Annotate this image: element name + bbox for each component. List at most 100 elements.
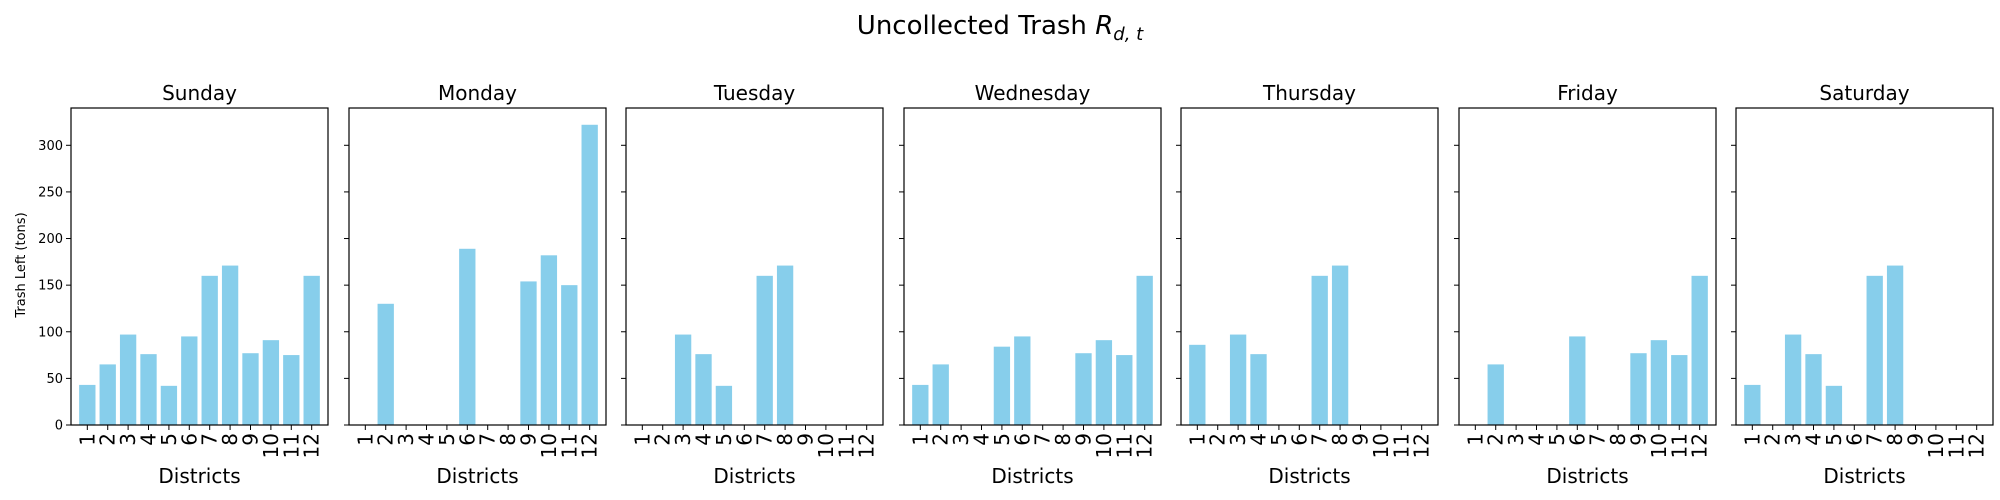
x-tick-label: 8: [1051, 433, 1075, 446]
bar-monday-12: [581, 124, 598, 425]
panels: 050100150200250300123456789101112SundayD…: [38, 81, 1994, 488]
x-axis-label: Districts: [436, 464, 518, 488]
x-tick-label: 12: [855, 433, 879, 458]
x-tick-label: 2: [1206, 433, 1230, 446]
bar-thursday-1: [1189, 344, 1206, 425]
panel-title: Wednesday: [975, 81, 1091, 105]
bar-tuesday-7: [756, 275, 773, 425]
x-tick-label: 1: [75, 433, 99, 446]
x-tick-label: 12: [1965, 433, 1989, 458]
panel-title: Thursday: [1262, 81, 1356, 105]
x-tick-label: 7: [1863, 433, 1887, 446]
bar-saturday-8: [1886, 265, 1904, 425]
x-tick-label: 9: [793, 433, 817, 446]
x-tick-label: 4: [1802, 433, 1826, 446]
x-tick-label: 2: [374, 433, 398, 446]
x-tick-label: 3: [671, 433, 695, 446]
bar-thursday-4: [1250, 354, 1267, 425]
x-tick-label: 5: [435, 433, 459, 446]
panel-frame: [1180, 107, 1439, 426]
panel-title: Friday: [1557, 81, 1618, 105]
x-tick-label: 7: [753, 433, 777, 446]
x-tick-label: 11: [1389, 433, 1413, 458]
x-tick-label: 7: [1031, 433, 1055, 446]
x-tick-label: 1: [908, 433, 932, 446]
bar-thursday-7: [1311, 275, 1328, 425]
x-tick-label: 6: [732, 433, 756, 446]
x-tick-label: 11: [557, 433, 581, 458]
bar-sunday-9: [242, 353, 259, 425]
x-tick-label: 6: [177, 433, 201, 446]
x-tick-label: 1: [630, 433, 654, 446]
x-tick-label: 9: [1348, 433, 1372, 446]
x-tick-label: 3: [116, 433, 140, 446]
x-tick-label: 1: [353, 433, 377, 446]
x-axis-label: Districts: [991, 464, 1073, 488]
x-tick-label: 5: [157, 433, 181, 446]
x-tick-label: 6: [1287, 433, 1311, 446]
x-tick-label: 9: [238, 433, 262, 446]
x-tick-label: 4: [692, 433, 716, 446]
bar-tuesday-5: [715, 385, 733, 425]
figure-title-subscript: d, t: [1113, 24, 1144, 45]
bar-sunday-3: [119, 334, 137, 425]
x-tick-label: 5: [712, 433, 736, 446]
bar-saturday-1: [1744, 384, 1761, 425]
bar-wednesday-5: [993, 346, 1011, 425]
x-axis-label: Districts: [158, 464, 240, 488]
x-tick-label: 10: [537, 433, 561, 458]
x-tick-label: 9: [1626, 433, 1650, 446]
x-tick-label: 3: [949, 433, 973, 446]
x-tick-label: 8: [496, 433, 520, 446]
x-tick-label: 4: [415, 433, 439, 446]
bar-wednesday-2: [932, 364, 949, 425]
panel-title: Monday: [438, 81, 517, 105]
x-tick-label: 11: [1112, 433, 1136, 458]
bar-saturday-5: [1825, 385, 1843, 425]
panel-frame: [1458, 107, 1717, 426]
bar-tuesday-3: [674, 334, 692, 425]
x-tick-label: 11: [1667, 433, 1691, 458]
x-tick-label: 6: [1010, 433, 1034, 446]
bar-saturday-3: [1784, 334, 1802, 425]
bar-sunday-8: [221, 265, 239, 425]
bar-thursday-8: [1331, 265, 1349, 425]
x-tick-label: 3: [1226, 433, 1250, 446]
x-tick-label: 3: [394, 433, 418, 446]
bar-sunday-5: [160, 385, 178, 425]
bar-sunday-10: [262, 340, 280, 425]
x-tick-label: 12: [1133, 433, 1157, 458]
x-tick-label: 2: [929, 433, 953, 446]
panel-frame: [903, 107, 1162, 426]
y-axis-label: Trash Left (tons): [14, 212, 29, 318]
x-tick-label: 11: [834, 433, 858, 458]
bar-friday-9: [1630, 353, 1647, 425]
x-tick-label: 2: [1484, 433, 1508, 446]
y-tick-label: 50: [46, 372, 63, 387]
x-tick-label: 8: [1328, 433, 1352, 446]
x-tick-label: 12: [578, 433, 602, 458]
x-tick-label: 12: [1410, 433, 1434, 458]
panel-sunday: 050100150200250300123456789101112SundayD…: [38, 81, 329, 488]
x-tick-label: 6: [455, 433, 479, 446]
x-tick-label: 12: [300, 433, 324, 458]
x-tick-label: 2: [96, 433, 120, 446]
x-tick-label: 7: [1308, 433, 1332, 446]
bar-sunday-1: [79, 384, 96, 425]
bar-sunday-4: [140, 354, 157, 425]
x-tick-label: 8: [1606, 433, 1630, 446]
y-tick-label: 0: [55, 419, 63, 434]
bar-sunday-12: [303, 275, 320, 425]
bar-wednesday-1: [912, 384, 929, 425]
x-tick-label: 9: [1903, 433, 1927, 446]
x-tick-label: 8: [773, 433, 797, 446]
x-tick-label: 1: [1740, 433, 1764, 446]
bar-monday-6: [459, 248, 476, 425]
x-tick-label: 10: [814, 433, 838, 458]
bar-sunday-2: [99, 364, 116, 425]
y-tick-label: 300: [38, 139, 63, 154]
